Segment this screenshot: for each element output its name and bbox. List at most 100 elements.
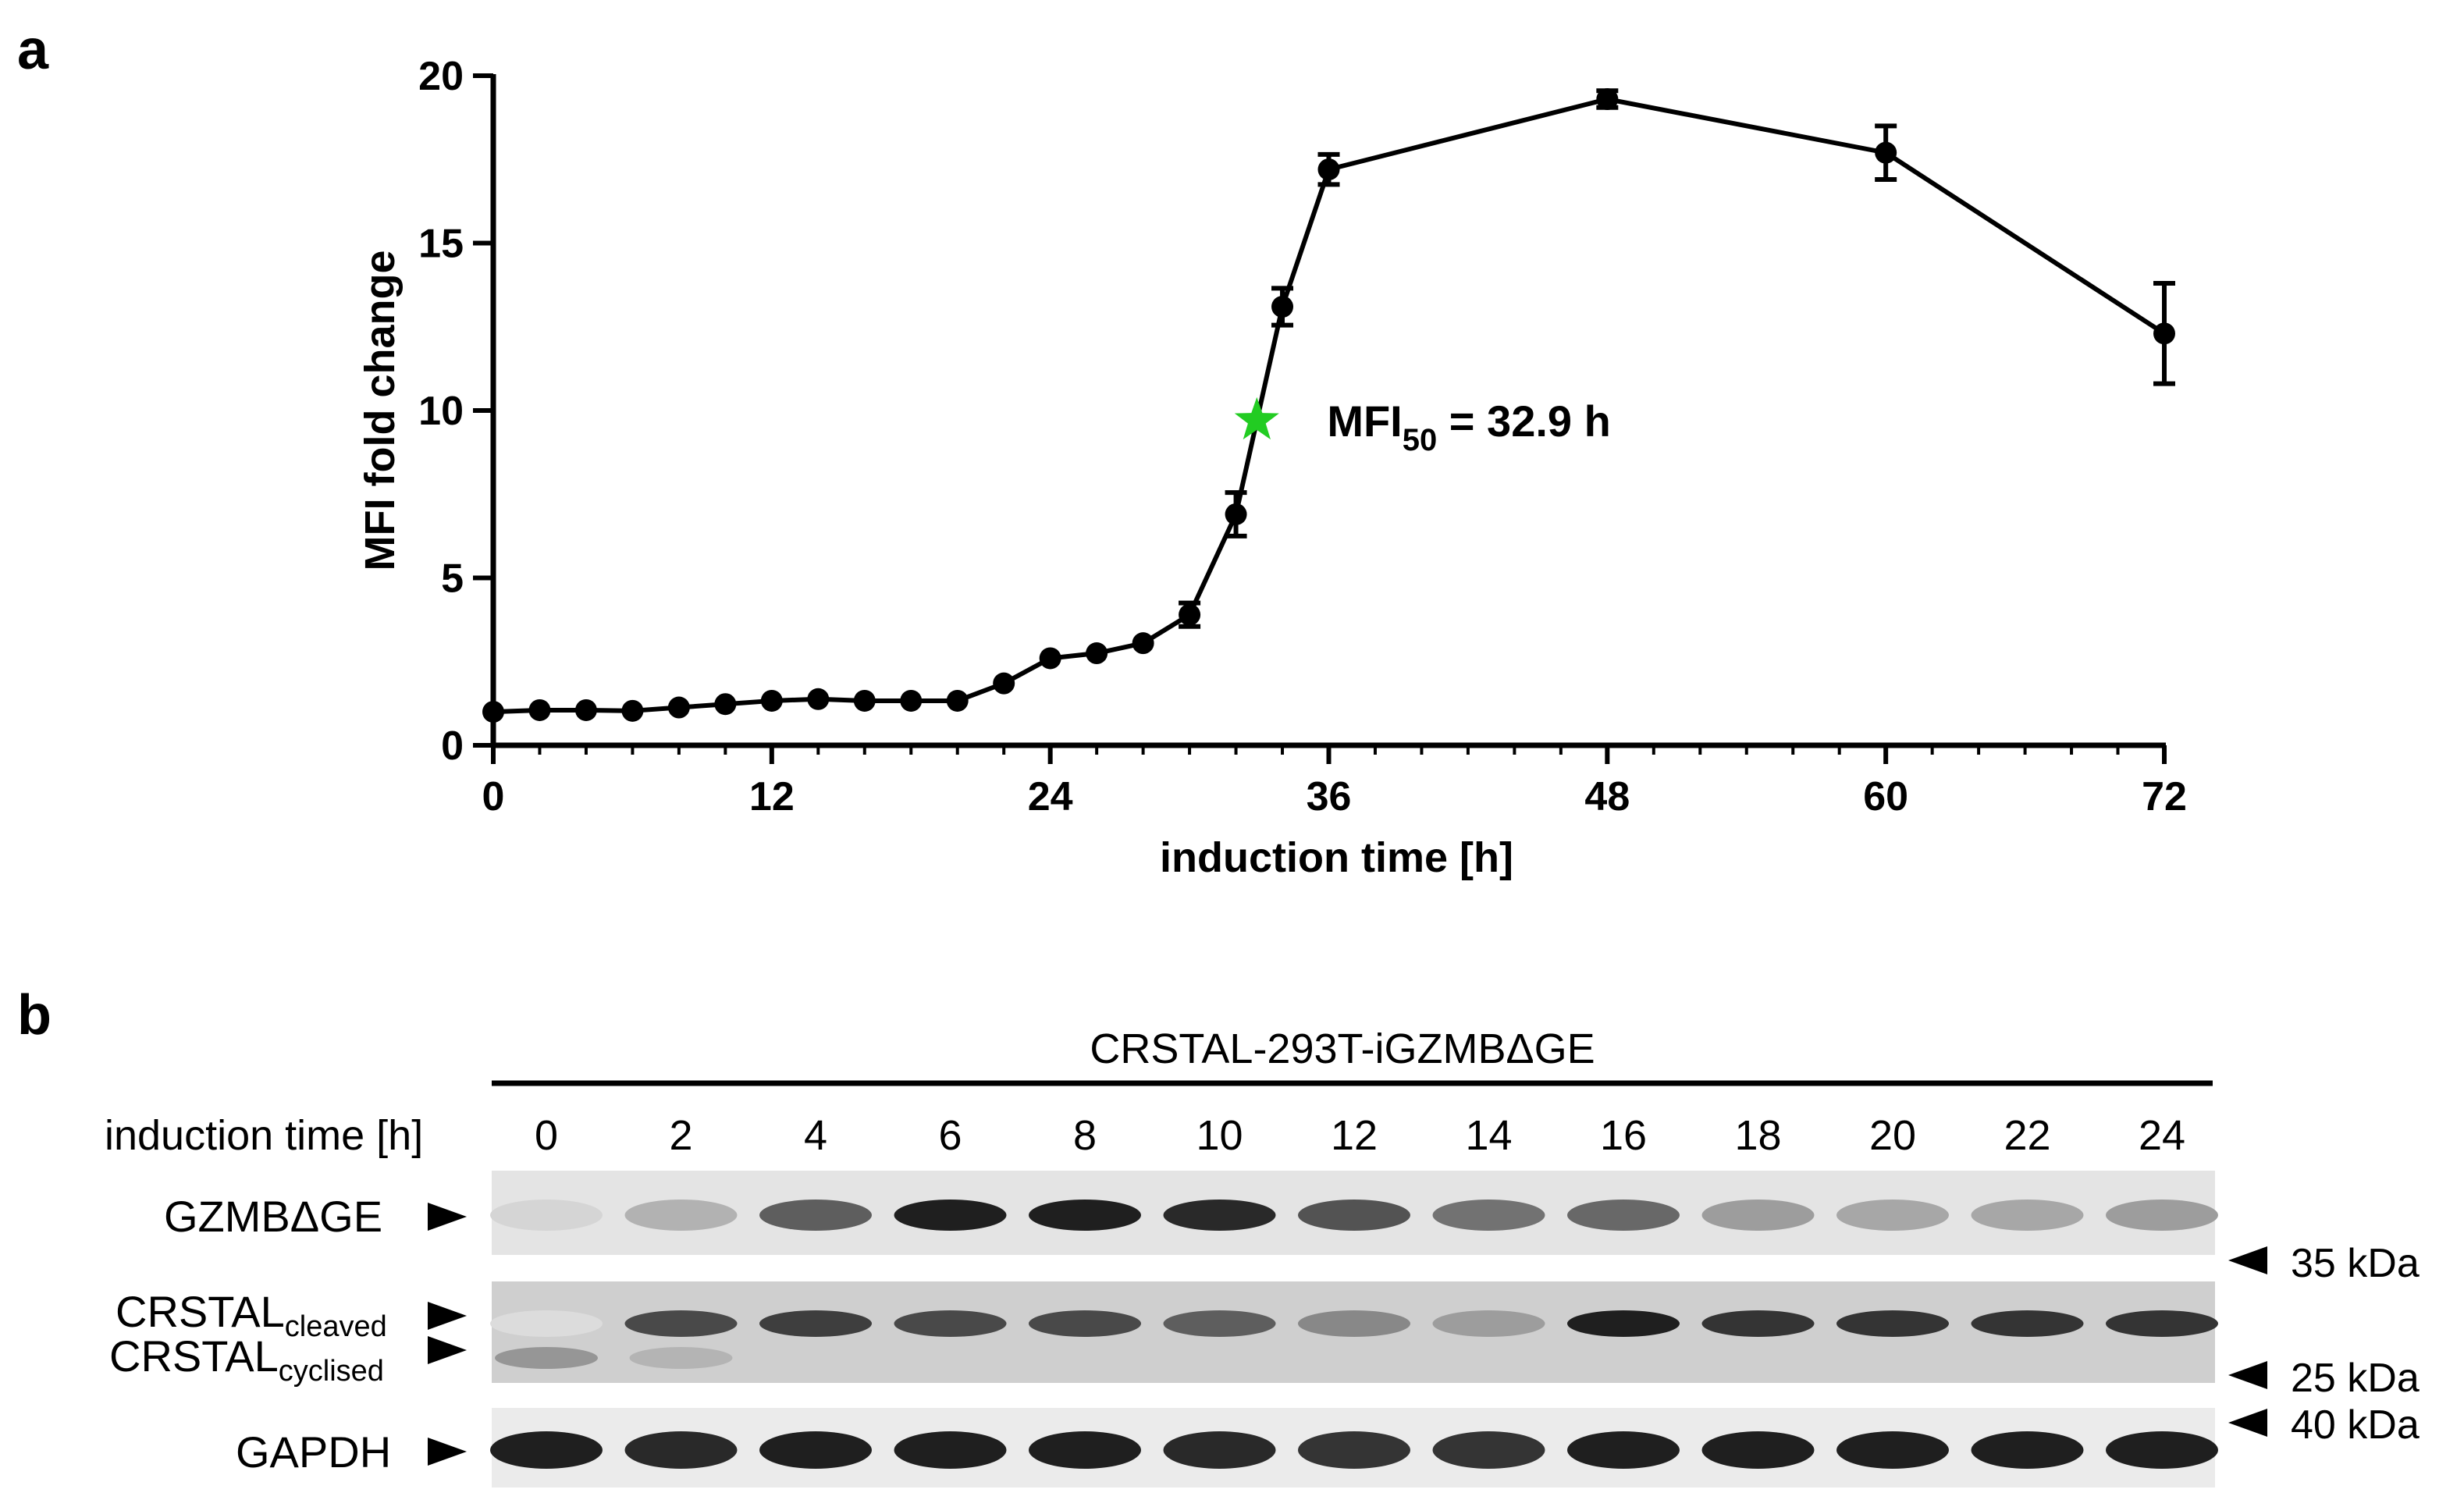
data-point	[1875, 141, 1897, 164]
data-point	[667, 696, 690, 719]
blot-band	[1567, 1200, 1680, 1231]
blot-band	[759, 1200, 872, 1231]
panel-a-label: a	[17, 19, 49, 81]
blot-band	[759, 1310, 872, 1337]
star-marker-icon	[1234, 396, 1279, 440]
lane-label: 8	[1073, 1112, 1097, 1159]
blot-band	[1298, 1200, 1410, 1231]
blot-band	[2106, 1200, 2218, 1231]
arrow-left-icon	[2228, 1246, 2267, 1274]
data-point	[528, 698, 551, 721]
blot-label-crstal-cyclised: CRSTALcyclised	[109, 1331, 384, 1388]
blot-label-gapdh: GAPDH	[236, 1427, 391, 1477]
arrow-right-icon	[428, 1302, 467, 1330]
lane-label: 10	[1196, 1112, 1243, 1159]
blot-label-crstal-cleaved: CRSTALcleaved	[116, 1287, 387, 1343]
arrow-right-icon	[428, 1203, 467, 1231]
lane-label: 2	[669, 1112, 692, 1159]
chart-ticks: 0 12 24 36 48 60 72 0 5 10 15 20	[418, 54, 2187, 819]
x-tick-label: 0	[482, 774, 505, 819]
lane-label: 14	[1465, 1112, 1512, 1159]
data-point	[482, 701, 504, 723]
blot-band	[1836, 1200, 1949, 1231]
data-point	[993, 672, 1015, 695]
blot-band	[1298, 1431, 1410, 1469]
marker-35kda: 35 kDa	[2291, 1241, 2420, 1286]
data-point	[853, 689, 876, 712]
data-point	[714, 693, 737, 716]
data-point	[621, 699, 644, 722]
blot-band	[1029, 1431, 1141, 1469]
lane-label: 18	[1734, 1112, 1781, 1159]
y-tick-label: 10	[418, 389, 464, 434]
blot-band	[1836, 1310, 1949, 1337]
data-point	[1596, 88, 1619, 111]
blot-band	[2106, 1310, 2218, 1337]
x-tick-label: 48	[1584, 774, 1630, 819]
blot-bands	[490, 1200, 2218, 1469]
lane-label: 20	[1869, 1112, 1916, 1159]
data-point	[1132, 632, 1154, 655]
data-series	[482, 88, 2175, 723]
x-tick-label: 12	[749, 774, 795, 819]
data-point	[946, 689, 969, 712]
data-point	[1039, 647, 1061, 670]
blot-band	[2106, 1431, 2218, 1469]
arrow-right-icon	[428, 1336, 467, 1364]
lane-label: 6	[938, 1112, 962, 1159]
lane-label: 22	[2004, 1112, 2050, 1159]
blot-band	[624, 1310, 738, 1337]
mfi50-annotation: MFI50 = 32.9 h	[1234, 396, 1611, 457]
lane-label: 16	[1600, 1112, 1647, 1159]
blot-band	[624, 1200, 738, 1231]
lane-label: 12	[1331, 1112, 1378, 1159]
panel-b-label: b	[17, 984, 52, 1047]
data-point	[1086, 642, 1108, 665]
data-point	[2153, 322, 2175, 345]
blot-band-lower	[495, 1347, 598, 1369]
marker-25kda: 25 kDa	[2291, 1356, 2420, 1401]
blot-band	[1029, 1200, 1141, 1231]
data-point	[1317, 158, 1340, 181]
data-point	[760, 689, 783, 712]
series-line	[492, 97, 2166, 715]
blot-band	[894, 1200, 1007, 1231]
blot-band	[1971, 1431, 2084, 1469]
blot-band	[1567, 1431, 1680, 1469]
lane-header: induction time [h]	[105, 1112, 423, 1159]
blot-band	[1029, 1310, 1141, 1337]
x-tick-label: 60	[1863, 774, 1908, 819]
y-axis-label: MFI fold change	[357, 251, 404, 571]
y-tick-label: 15	[418, 222, 464, 267]
blot-band	[1701, 1310, 1815, 1337]
arrow-left-icon	[2228, 1409, 2267, 1437]
x-tick-label: 72	[2142, 774, 2187, 819]
y-tick-label: 5	[441, 556, 464, 602]
data-point	[900, 689, 923, 712]
blot-band	[1836, 1431, 1949, 1469]
blot-band	[1298, 1310, 1410, 1337]
arrow-left-icon	[2228, 1361, 2267, 1389]
blot-band	[759, 1431, 872, 1469]
lane-label: 0	[535, 1112, 558, 1159]
arrow-right-icon	[428, 1438, 467, 1466]
mfi50-label: MFI50 = 32.9 h	[1327, 396, 1611, 457]
blot-band	[1701, 1431, 1815, 1469]
cell-line-label: CRSTAL-293T-iGZMBΔGE	[1090, 1025, 1595, 1072]
blot-band	[490, 1200, 603, 1231]
x-tick-label: 36	[1307, 774, 1352, 819]
blot-band	[624, 1431, 738, 1469]
blot-label-gzmb: GZMBΔGE	[164, 1192, 382, 1241]
data-point	[574, 698, 597, 721]
blot-band	[490, 1431, 603, 1469]
blot-band	[490, 1310, 603, 1337]
blot-band	[1163, 1200, 1276, 1231]
data-point	[1225, 503, 1247, 525]
data-point	[1179, 603, 1201, 626]
blot-band	[1567, 1310, 1680, 1337]
x-axis-label: induction time [h]	[1160, 834, 1513, 881]
western-blot: CRSTAL-293T-iGZMBΔGE induction time [h] …	[105, 1025, 2420, 1487]
data-point	[1271, 296, 1294, 318]
x-tick-label: 24	[1028, 774, 1073, 819]
